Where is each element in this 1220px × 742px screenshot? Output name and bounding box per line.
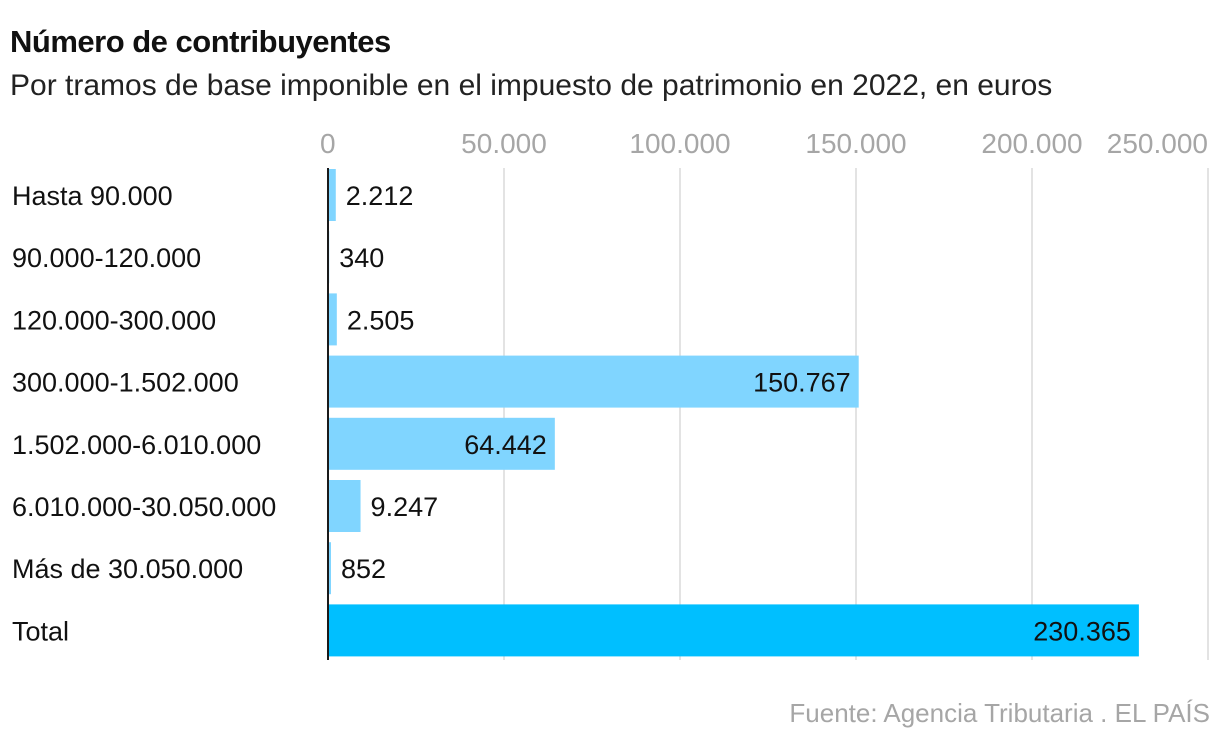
bar bbox=[328, 293, 337, 346]
category-label: 120.000-300.000 bbox=[12, 305, 216, 335]
x-axis-ticks: 0 50.000 100.000 150.000 200.000 250.000 bbox=[320, 128, 1208, 159]
chart-title: Número de contribuyentes bbox=[10, 24, 391, 59]
bar-total bbox=[328, 604, 1139, 657]
category-label: Hasta 90.000 bbox=[12, 181, 173, 211]
chart-subtitle: Por tramos de base imponible en el impue… bbox=[10, 69, 1053, 102]
category-label: Total bbox=[12, 616, 69, 646]
value-label: 9.247 bbox=[371, 492, 439, 522]
value-label: 150.767 bbox=[753, 368, 851, 398]
gridlines bbox=[503, 168, 1209, 660]
x-tick-label: 150.000 bbox=[805, 128, 906, 159]
x-tick-label: 0 bbox=[320, 128, 336, 159]
value-label: 340 bbox=[339, 243, 384, 273]
value-label: 2.505 bbox=[347, 305, 415, 335]
x-tick-label: 100.000 bbox=[629, 128, 730, 159]
value-label: 64.442 bbox=[464, 430, 547, 460]
bar bbox=[328, 480, 361, 532]
category-label: Más de 30.050.000 bbox=[12, 554, 243, 584]
category-label: 6.010.000-30.050.000 bbox=[12, 492, 276, 522]
category-label: 1.502.000-6.010.000 bbox=[12, 430, 261, 460]
x-tick-label: 200.000 bbox=[981, 128, 1082, 159]
source-note: Fuente: Agencia Tributaria . EL PAÍS bbox=[789, 698, 1210, 728]
bar bbox=[328, 417, 555, 470]
bar bbox=[328, 542, 331, 595]
category-label: 90.000-120.000 bbox=[12, 243, 201, 273]
x-tick-label: 50.000 bbox=[461, 128, 547, 159]
value-label: 2.212 bbox=[346, 181, 414, 211]
value-labels: 2.212 340 2.505 150.767 64.442 9.247 852 230.36… bbox=[339, 181, 1131, 646]
x-tick-label: 250.000 bbox=[1107, 128, 1208, 159]
bar bbox=[328, 355, 859, 408]
bar bbox=[328, 169, 336, 221]
category-labels: Hasta 90.000 90.000-120.000 120.000-300.00… bbox=[12, 181, 276, 646]
category-label: 300.000-1.502.000 bbox=[12, 368, 239, 398]
value-label: 852 bbox=[341, 554, 386, 584]
value-label: 230.365 bbox=[1033, 616, 1131, 646]
bars bbox=[328, 169, 1139, 657]
